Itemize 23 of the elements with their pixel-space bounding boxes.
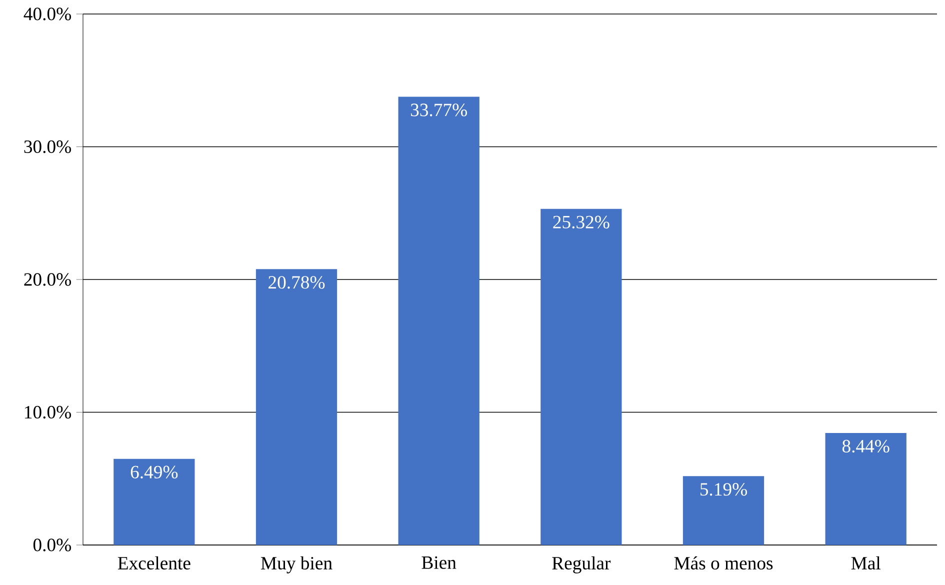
x-tick-label: Mal <box>851 556 880 570</box>
x-tick-label: Bien <box>422 556 456 569</box>
x-tick-label: Más o menos <box>674 556 773 570</box>
y-tick-label: 0.0% <box>33 538 71 552</box>
x-tick-label: Regular <box>552 556 611 574</box>
bar <box>682 476 764 545</box>
y-tick-label: 30.0% <box>24 140 71 154</box>
x-tick-label: Excelente <box>118 556 190 570</box>
bar <box>256 269 338 545</box>
data-label: 33.77% <box>410 104 467 116</box>
bar <box>114 458 195 545</box>
bar <box>540 208 622 545</box>
y-tick-label: 10.0% <box>25 406 71 419</box>
data-label: 6.49% <box>130 466 178 478</box>
x-tick-label: Muy bien <box>261 556 332 574</box>
data-label: 20.78% <box>268 276 325 289</box>
data-label: 5.19% <box>700 483 747 496</box>
data-label: 8.44% <box>842 440 890 453</box>
bar <box>825 432 906 545</box>
bar <box>398 96 480 545</box>
y-tick-label: 40.0% <box>24 8 71 20</box>
y-tick-label: 20.0% <box>24 273 71 286</box>
data-label: 25.32% <box>553 216 610 228</box>
